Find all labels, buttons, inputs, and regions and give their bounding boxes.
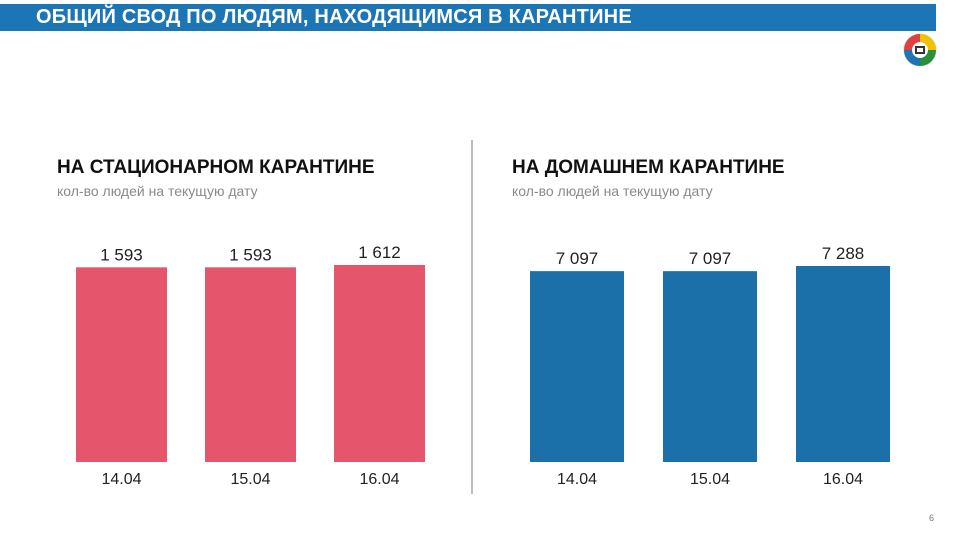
panel-divider xyxy=(471,140,473,494)
category-label-home-15.04: 15.04 xyxy=(690,471,730,488)
chart-subtitle-stationary: кол-во людей на текущую дату xyxy=(57,183,258,199)
data-label-home-15.04: 7 097 xyxy=(689,249,732,268)
page-number: 6 xyxy=(929,513,935,523)
bar-home-16.04 xyxy=(796,266,890,462)
data-label-home-16.04: 7 288 xyxy=(822,244,865,263)
emblem-logo-icon xyxy=(903,33,937,67)
bar-stationary-16.04 xyxy=(334,265,425,462)
bar-stationary-15.04 xyxy=(205,267,296,462)
category-label-home-16.04: 16.04 xyxy=(823,471,863,488)
chart-subtitle-home: кол-во людей на текущую дату xyxy=(512,183,713,199)
category-label-stationary-15.04: 15.04 xyxy=(230,471,270,488)
chart-title-stationary: НА СТАЦИОНАРНОМ КАРАНТИНЕ xyxy=(57,157,375,178)
bar-home-15.04 xyxy=(663,271,757,462)
data-label-stationary-16.04: 1 612 xyxy=(358,243,401,262)
slide-title: ОБЩИЙ СВОД ПО ЛЮДЯМ, НАХОДЯЩИМСЯ В КАРАН… xyxy=(0,4,936,31)
category-label-stationary-14.04: 14.04 xyxy=(101,471,141,488)
chart-title-home: НА ДОМАШНЕМ КАРАНТИНЕ xyxy=(512,157,785,178)
category-label-stationary-16.04: 16.04 xyxy=(359,471,399,488)
data-label-stationary-15.04: 1 593 xyxy=(229,245,272,264)
category-label-home-14.04: 14.04 xyxy=(557,471,597,488)
bar-stationary-14.04 xyxy=(76,267,167,462)
data-label-home-14.04: 7 097 xyxy=(556,249,599,268)
data-label-stationary-14.04: 1 593 xyxy=(100,245,143,264)
bar-home-14.04 xyxy=(530,271,624,462)
